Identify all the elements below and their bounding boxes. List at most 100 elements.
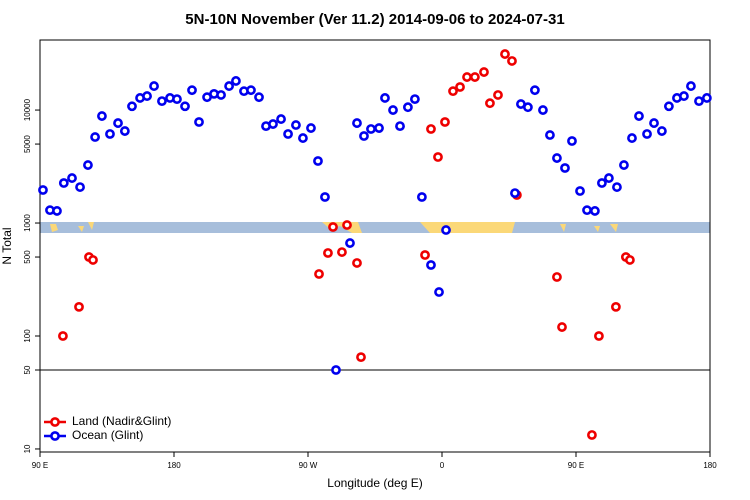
legend-label: Land (Nadir&Glint) <box>72 414 171 428</box>
point <box>545 130 555 140</box>
plot-frame <box>39 39 711 453</box>
point <box>649 118 659 128</box>
point <box>342 220 352 230</box>
point <box>105 129 115 139</box>
point <box>328 222 338 232</box>
point <box>90 132 100 142</box>
point <box>231 76 241 86</box>
point <box>479 67 489 77</box>
point <box>142 91 152 101</box>
point <box>426 260 436 270</box>
point <box>403 102 413 113</box>
point <box>410 94 420 105</box>
point <box>83 160 93 170</box>
x-tick-label: 90 E <box>568 461 584 470</box>
point <box>359 131 369 141</box>
point <box>664 101 674 112</box>
point <box>395 121 405 132</box>
point <box>462 72 472 82</box>
point <box>448 86 458 97</box>
point <box>582 205 592 216</box>
point <box>523 102 533 113</box>
legend-marker <box>50 431 60 441</box>
x-axis-label: Longitude (deg E) <box>327 476 422 490</box>
point <box>180 101 190 112</box>
y-tick-label: 10 <box>23 444 32 453</box>
y-tick-label: 50 <box>23 365 32 374</box>
point <box>441 225 451 235</box>
legend-label: Ocean (Glint) <box>72 428 143 442</box>
point <box>416 192 427 202</box>
point <box>642 129 652 139</box>
point <box>575 186 585 196</box>
y-axis-label: N Total <box>0 227 14 264</box>
point <box>440 117 450 127</box>
point <box>352 118 362 128</box>
y-tick-label: 1000 <box>23 214 32 232</box>
point <box>194 117 204 127</box>
point <box>337 247 347 257</box>
point <box>507 56 517 66</box>
point <box>74 301 84 312</box>
point <box>172 94 182 105</box>
point <box>434 287 444 297</box>
point <box>97 111 107 121</box>
y-tick-label: 5000 <box>23 135 32 153</box>
point <box>113 118 123 128</box>
ocean-strip <box>40 222 710 233</box>
point <box>510 188 520 199</box>
point <box>254 92 264 103</box>
point <box>485 98 495 109</box>
point <box>590 206 600 216</box>
point <box>426 124 436 134</box>
chart-title: 5N-10N November (Ver 11.2) 2014-09-06 to… <box>185 11 564 28</box>
point <box>67 173 77 183</box>
point <box>420 250 430 260</box>
point <box>557 322 567 332</box>
point <box>298 133 308 143</box>
point <box>493 90 503 100</box>
point <box>560 163 570 173</box>
point <box>634 111 644 121</box>
point <box>224 81 234 91</box>
point <box>657 126 667 136</box>
point <box>119 126 130 136</box>
x-tick-label: 180 <box>703 461 717 470</box>
point <box>320 192 330 202</box>
point <box>538 105 548 115</box>
x-tick-label: 180 <box>167 461 181 470</box>
point <box>291 120 301 130</box>
point <box>246 85 256 96</box>
point <box>694 96 704 107</box>
x-tick-label: 0 <box>440 461 445 470</box>
y-tick-label: 100 <box>23 329 32 343</box>
point <box>366 124 376 134</box>
point <box>331 365 341 375</box>
point <box>313 156 323 166</box>
point <box>157 96 167 107</box>
point <box>38 185 48 195</box>
point <box>314 269 324 279</box>
point <box>88 255 98 265</box>
point <box>306 123 316 133</box>
point <box>58 331 68 341</box>
point <box>58 178 69 188</box>
point <box>587 430 597 440</box>
point <box>686 81 696 91</box>
point <box>500 49 510 59</box>
point <box>624 255 635 265</box>
point <box>679 91 689 101</box>
point <box>352 258 362 268</box>
point <box>75 182 85 192</box>
point <box>374 123 384 133</box>
map-strip <box>40 222 710 233</box>
point <box>433 152 443 162</box>
land-strip <box>560 224 618 232</box>
point <box>627 133 637 143</box>
x-tick-label: 90 E <box>32 461 48 470</box>
point <box>701 93 712 103</box>
x-tick-label: 90 W <box>299 461 318 470</box>
point <box>455 82 465 92</box>
